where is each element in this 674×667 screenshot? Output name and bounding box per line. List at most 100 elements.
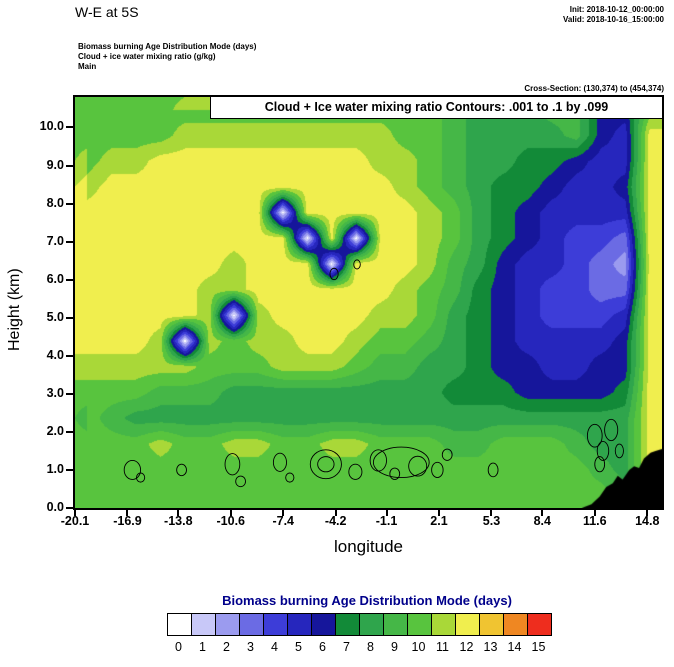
colorbar-cell: [359, 613, 384, 636]
colorbar-tick-label: 10: [411, 640, 426, 654]
plot-area: Cloud + Ice water mixing ratio Contours:…: [73, 95, 664, 510]
colorbar-cell: [239, 613, 264, 636]
cloud-contour-loop: [487, 462, 499, 478]
y-tick-mark: [66, 392, 74, 395]
colorbar-cell: [191, 613, 216, 636]
cloud-contour-loop: [317, 456, 335, 473]
x-tick-label: 2.1: [430, 514, 448, 528]
cloud-contour-loop: [604, 418, 619, 442]
x-tick-mark: [593, 509, 596, 516]
cloud-contour-loop: [348, 463, 363, 480]
colorbar-tick-label: 7: [343, 640, 350, 654]
x-tick-mark: [490, 509, 493, 516]
colorbar-tick-label: 2: [223, 640, 230, 654]
y-tick-mark: [66, 164, 74, 167]
colorbar-title: Biomass burning Age Distribution Mode (d…: [222, 593, 512, 608]
x-tick-mark: [385, 509, 388, 516]
colorbar: [167, 613, 552, 636]
x-tick-label: -7.4: [272, 514, 294, 528]
colorbar-tick-label: 4: [271, 640, 278, 654]
shaded-field-label: Biomass burning Age Distribution Mode (d…: [78, 42, 257, 51]
cloud-contour-loop: [408, 455, 428, 477]
y-tick-mark: [66, 202, 74, 205]
x-tick-label: -16.9: [113, 514, 142, 528]
x-tick-label: 11.6: [582, 514, 607, 528]
colorbar-cell: [407, 613, 432, 636]
cloud-contour-loop: [272, 452, 287, 472]
cloud-contour-loop: [614, 443, 624, 459]
x-tick-mark: [646, 509, 649, 516]
colorbar-cell: [167, 613, 192, 636]
page-title: W-E at 5S: [75, 4, 139, 20]
x-tick-label: 8.4: [533, 514, 551, 528]
cloud-contour-lines: [123, 259, 624, 488]
colorbar-cell: [287, 613, 312, 636]
colorbar-cell: [503, 613, 528, 636]
colorbar-cell: [215, 613, 240, 636]
y-tick-mark: [66, 468, 74, 471]
cloud-contour-loop: [176, 463, 187, 477]
cloud-contour-loop: [353, 259, 361, 270]
colorbar-tick-label: 5: [295, 640, 302, 654]
y-tick-label: 9.0: [46, 157, 64, 172]
cloud-contour-loop: [235, 475, 246, 488]
x-tick-mark: [74, 509, 76, 516]
y-tick-mark: [66, 126, 74, 129]
cloud-contour-loop: [586, 423, 603, 448]
y-tick-label: 2.0: [46, 423, 64, 438]
x-tick-mark: [229, 509, 232, 516]
y-tick-mark: [66, 507, 74, 509]
y-tick-label: 10.0: [39, 119, 64, 134]
x-tick-mark: [177, 509, 180, 516]
cloud-contour-loop: [596, 440, 610, 461]
y-tick-label: 3.0: [46, 385, 64, 400]
colorbar-cell: [479, 613, 504, 636]
cloud-contour-loop: [309, 449, 342, 480]
colorbar-cell: [311, 613, 336, 636]
cloud-contour-loop: [389, 467, 401, 480]
cloud-contour-loop: [285, 472, 295, 483]
cross-section-coords: Cross-Section: (130,374) to (454,374): [524, 84, 664, 93]
x-tick-mark: [541, 509, 544, 516]
y-tick-label: 5.0: [46, 309, 64, 324]
x-axis-title: longitude: [333, 537, 403, 556]
y-tick-mark: [66, 354, 74, 357]
cloud-contour-loop: [594, 456, 606, 473]
colorbar-cell: [335, 613, 360, 636]
cloud-contour-loop: [329, 267, 339, 281]
shaded-field-canvas: [75, 97, 662, 508]
colorbar-tick-label: 8: [367, 640, 374, 654]
colorbar-cell: [527, 613, 552, 636]
x-tick-label: 5.3: [482, 514, 501, 528]
x-tick-label: -4.2: [324, 514, 347, 528]
contour-info-box: Cloud + Ice water mixing ratio Contours:…: [210, 97, 662, 119]
y-tick-label: 0.0: [46, 500, 64, 514]
x-tick-mark: [438, 509, 440, 516]
colorbar-cell: [263, 613, 288, 636]
colorbar-cell: [431, 613, 456, 636]
y-tick-mark: [66, 278, 74, 281]
init-time: Init: 2018-10-12_00:00:00: [569, 5, 664, 14]
run-times: Init: 2018-10-12_00:00:00 Valid: 2018-10…: [563, 5, 664, 25]
x-tick-label: -20.1: [60, 514, 90, 528]
x-tick-mark: [126, 509, 129, 516]
x-tick-label: 14.8: [635, 514, 660, 528]
x-tick-label: -1.1: [375, 514, 398, 528]
x-tick-mark: [334, 509, 337, 516]
y-tick-label: 4.0: [46, 347, 64, 362]
colorbar-tick-label: 12: [459, 640, 474, 654]
cloud-contour-loop: [123, 459, 142, 480]
x-tick-mark: [282, 509, 285, 516]
colorbar-tick-label: 9: [391, 640, 398, 654]
cloud-contour-loop: [369, 449, 387, 472]
y-tick-mark: [66, 316, 74, 319]
colorbar-tick-label: 1: [199, 640, 206, 654]
cloud-contour-loop: [136, 472, 146, 483]
colorbar-tick-label: 11: [436, 640, 449, 654]
cloud-contour-loop: [441, 448, 453, 461]
x-tick-label: -10.6: [216, 514, 246, 528]
colorbar-tick-label: 0: [175, 640, 182, 654]
cloud-contour-loop: [224, 453, 241, 476]
y-tick-label: 7.0: [46, 233, 64, 248]
